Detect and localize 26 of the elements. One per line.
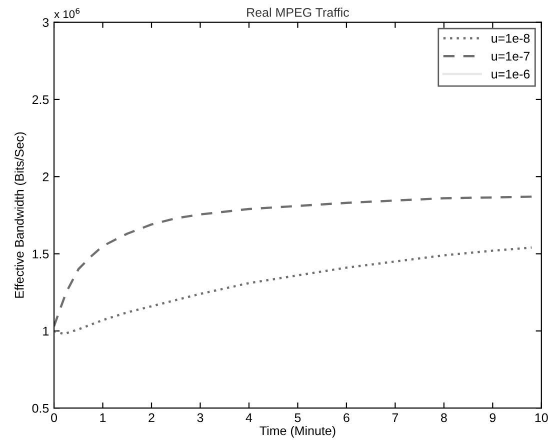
x-tick-label: 1 xyxy=(100,413,106,422)
y-tick-label: 0.5 xyxy=(32,404,49,413)
y-tick-label: 1.5 xyxy=(32,250,49,258)
y-axis-title: Effective Bandwidth (Bits/Sec) xyxy=(14,132,26,298)
line-series xyxy=(54,196,533,328)
x-tick-label: 2 xyxy=(148,413,154,422)
y-tick-label: 1 xyxy=(43,326,49,336)
x-tick-label: 10 xyxy=(535,413,548,422)
chart-title: Real MPEG Traffic xyxy=(247,8,350,17)
legend-label: u=1e-7 xyxy=(492,52,530,61)
x-tick-label: 4 xyxy=(246,413,252,422)
x-tick-label: 6 xyxy=(344,413,350,422)
x-tick-label: 9 xyxy=(490,413,496,422)
x-tick-label: 8 xyxy=(440,413,447,422)
legend-label: u=1e-6 xyxy=(492,70,530,79)
x-axis-title: Time (Minute) xyxy=(260,426,336,438)
x-tick-label: 3 xyxy=(197,413,204,422)
y-tick-label: 2.5 xyxy=(32,95,49,104)
x-tick-label: 7 xyxy=(392,413,398,422)
legend-label: u=1e-8 xyxy=(492,34,530,43)
x-tick-label: 5 xyxy=(294,413,301,422)
x-tick-label: 0 xyxy=(51,413,58,422)
text: x 10$^{6}$ xyxy=(54,8,80,18)
y-tick-label: 2 xyxy=(42,172,49,182)
y-tick-label: 3 xyxy=(42,18,49,27)
line-series xyxy=(54,246,533,336)
